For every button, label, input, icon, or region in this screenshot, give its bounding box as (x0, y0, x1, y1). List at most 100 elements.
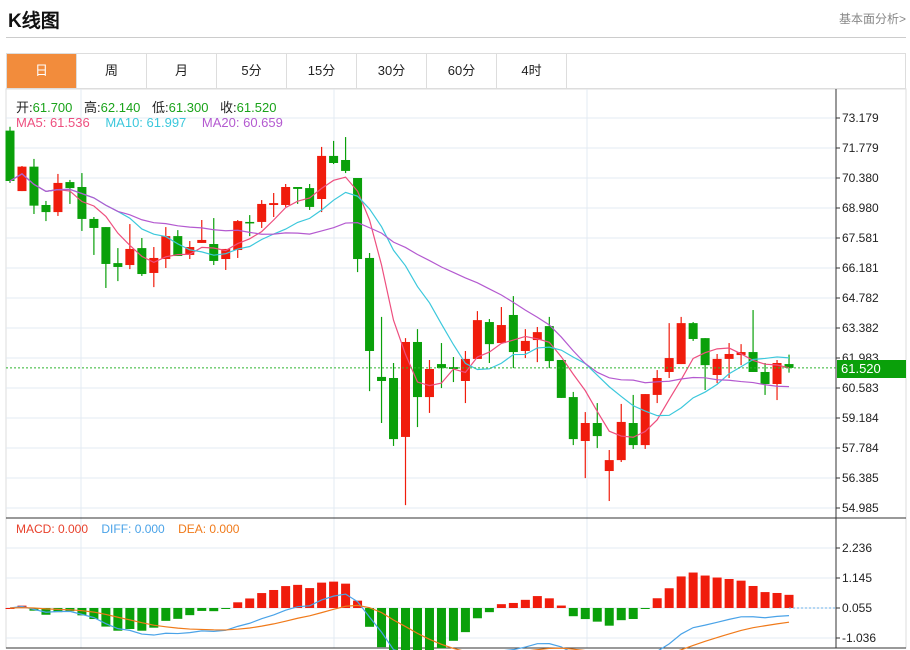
candle-up (401, 341, 411, 437)
price-tick-label: 70.380 (842, 171, 879, 185)
macd-bar (209, 607, 219, 612)
macd-bar (269, 589, 279, 608)
price-tick-label: 59.184 (842, 411, 879, 425)
price-tick-label: 63.382 (842, 321, 879, 335)
ma10-line (9, 173, 790, 417)
candle-down (353, 177, 363, 260)
tab-5min[interactable]: 5分 (217, 54, 287, 88)
divider (6, 37, 906, 38)
open-label: 开: (16, 100, 33, 115)
macd-bar (508, 602, 518, 608)
candle-down (508, 314, 518, 353)
macd-bar (197, 607, 207, 611)
candle-down (448, 367, 458, 369)
candle-down (544, 326, 554, 362)
candle-up (424, 368, 434, 398)
macd-bar (173, 607, 183, 619)
candle-down (137, 248, 147, 275)
candle-up (269, 203, 279, 206)
candle-down (700, 338, 710, 366)
candle-down (89, 218, 99, 228)
macd-bar (305, 588, 315, 608)
candle-down (329, 155, 339, 163)
macd-bar (353, 600, 363, 608)
macd-bar (281, 586, 291, 608)
fundamental-analysis-link[interactable]: 基本面分析> (838, 12, 906, 26)
page-title: K线图 (8, 11, 60, 32)
macd-bar (137, 607, 147, 631)
macd-bar (424, 607, 434, 650)
macd-legend-value: MACD: 0.000 (16, 522, 89, 536)
macd-bar (760, 592, 770, 608)
tab-15min[interactable]: 15分 (287, 54, 357, 88)
macd-bar (616, 607, 626, 621)
candle-up (724, 353, 734, 359)
price-tick-label: 67.581 (842, 231, 879, 245)
low-value: 61.300 (168, 100, 209, 115)
candle-up (652, 377, 662, 395)
candle-down (41, 205, 51, 213)
candle-down (377, 376, 387, 381)
macd-bar (652, 598, 662, 608)
macd-tick-label: 1.145 (842, 571, 872, 585)
open-value: 61.700 (32, 100, 73, 115)
candle-up (676, 323, 686, 365)
price-tick-label: 68.980 (842, 201, 879, 215)
candle-up (125, 248, 135, 266)
macd-bar (412, 607, 422, 650)
macd-bar (580, 607, 590, 620)
candle-up (616, 421, 626, 461)
close-value: 61.520 (236, 100, 277, 115)
candle-up (197, 239, 207, 243)
macd-bar (125, 607, 135, 629)
price-tick-label: 64.782 (842, 291, 879, 305)
macd-bar (448, 607, 458, 641)
macd-bar (640, 607, 650, 609)
candle-up (604, 460, 614, 472)
macd-bar (712, 577, 722, 608)
macd-bar (5, 607, 15, 609)
price-tick-label: 73.179 (842, 111, 879, 125)
price-tick-label: 57.784 (842, 441, 879, 455)
tab-60min[interactable]: 60分 (427, 54, 497, 88)
macd-bar (245, 598, 255, 608)
macd-bar (149, 607, 159, 628)
ma5-line (9, 173, 790, 438)
low-label: 低: (152, 100, 169, 115)
macd-bar (676, 576, 686, 608)
macd-bar (389, 607, 399, 650)
candle-down (5, 130, 15, 181)
candle-up (233, 221, 243, 251)
candle-down (568, 397, 578, 440)
candle-down (29, 166, 39, 206)
tab-30min[interactable]: 30分 (357, 54, 427, 88)
macd-bar (53, 607, 63, 613)
macd-bar (89, 607, 99, 620)
macd-bar (257, 593, 267, 608)
macd-bar (568, 607, 578, 617)
macd-bar (329, 581, 339, 608)
macd-bar (221, 607, 231, 609)
macd-bar (664, 588, 674, 608)
tab-month[interactable]: 月 (147, 54, 217, 88)
candle-up (712, 358, 722, 375)
macd-bar (377, 607, 387, 648)
candle-up (772, 362, 782, 384)
macd-bar (496, 604, 506, 608)
macd-bar (101, 607, 111, 627)
macd-bar (293, 584, 303, 608)
diff-legend-value: DIFF: 0.000 (101, 522, 165, 536)
macd-bar (700, 575, 710, 608)
candle-up (17, 166, 27, 192)
macd-bar (592, 607, 602, 622)
candle-down (412, 341, 422, 398)
candle-up (257, 203, 267, 222)
tab-week[interactable]: 周 (77, 54, 147, 88)
candle-up (281, 187, 291, 206)
tab-day[interactable]: 日 (7, 54, 77, 88)
candle-down (293, 187, 303, 189)
high-label: 高: (84, 100, 101, 115)
tab-4hour[interactable]: 4时 (497, 54, 567, 88)
macd-bar (532, 596, 542, 608)
